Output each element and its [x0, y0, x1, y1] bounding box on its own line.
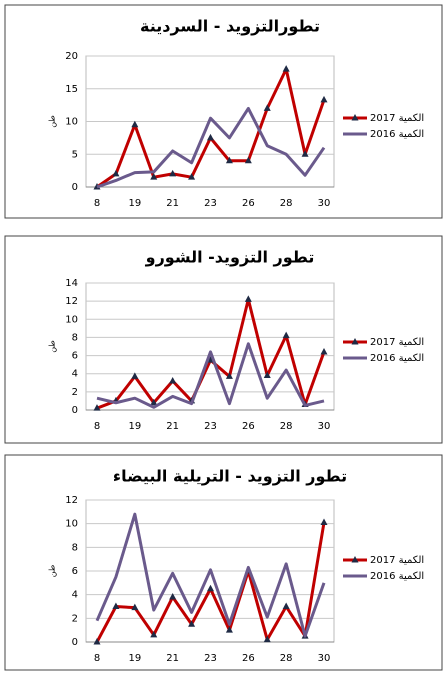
y-tick-label: 0	[72, 637, 78, 648]
legend-marker	[351, 114, 359, 121]
chart-frame	[4, 454, 443, 671]
point-marker	[150, 173, 158, 180]
y-tick-label: 12	[65, 296, 78, 307]
y-tick-label: 10	[65, 117, 78, 128]
point-marker	[225, 372, 233, 379]
x-tick-label: 19	[128, 421, 141, 432]
y-tick-label: 8	[72, 542, 78, 553]
x-tick-label: 30	[318, 653, 331, 664]
x-tick-label: 26	[242, 653, 255, 664]
x-tick-label: 23	[204, 653, 217, 664]
x-tick-label: 21	[166, 653, 179, 664]
point-marker	[188, 620, 196, 627]
point-marker	[150, 630, 158, 638]
y-axis-label: طن	[48, 565, 57, 577]
point-marker	[320, 518, 328, 525]
point-marker	[169, 169, 177, 177]
x-tick-label: 19	[128, 198, 141, 209]
y-tick-label: 15	[65, 84, 78, 95]
legend-label: الكمية 2017	[370, 337, 424, 348]
y-tick-label: 5	[72, 149, 78, 160]
point-marker	[131, 603, 139, 611]
y-tick-label: 14	[65, 278, 78, 289]
point-marker	[282, 602, 290, 609]
y-axis-label: طن	[48, 340, 57, 352]
y-tick-label: 10	[65, 314, 78, 325]
legend-label: الكمية 2016	[370, 129, 424, 140]
y-tick-label: 0	[72, 405, 78, 416]
point-marker	[188, 173, 196, 180]
point-marker	[263, 635, 271, 643]
point-marker	[301, 150, 309, 157]
point-marker	[320, 95, 328, 103]
y-tick-label: 2	[72, 387, 78, 398]
x-tick-label: 23	[204, 198, 217, 209]
chart-title: تطور التزويد - التريلية البيضاء	[113, 467, 347, 486]
y-tick-label: 20	[65, 51, 78, 62]
y-tick-label: 12	[65, 495, 78, 506]
point-marker	[320, 347, 328, 355]
point-marker	[282, 65, 290, 72]
point-marker	[131, 120, 139, 128]
point-marker	[207, 133, 214, 141]
y-tick-label: 8	[72, 332, 78, 343]
x-tick-label: 30	[318, 198, 331, 209]
x-tick-label: 28	[280, 198, 293, 209]
point-marker	[169, 593, 177, 600]
series-line	[95, 512, 326, 638]
legend-marker	[351, 556, 359, 563]
legend-label: الكمية 2017	[370, 555, 424, 566]
legend-label: الكمية 2016	[370, 353, 424, 364]
y-tick-label: 4	[72, 590, 78, 601]
point-marker	[244, 295, 252, 302]
point-marker	[244, 156, 252, 164]
point-marker	[207, 584, 214, 592]
x-tick-label: 8	[94, 653, 100, 664]
x-tick-label: 23	[204, 421, 217, 432]
y-tick-label: 10	[65, 519, 78, 530]
series-line	[96, 106, 326, 189]
point-marker	[263, 371, 271, 379]
point-marker	[112, 169, 120, 177]
y-axis-label: طن	[48, 115, 57, 127]
y-tick-label: 6	[72, 566, 78, 577]
y-tick-label: 2	[72, 613, 78, 624]
y-tick-label: 6	[72, 351, 78, 362]
x-tick-label: 8	[94, 198, 100, 209]
series-line	[96, 342, 325, 409]
x-tick-label: 21	[166, 421, 179, 432]
point-marker	[150, 398, 158, 406]
point-marker	[112, 602, 120, 609]
x-tick-label: 19	[128, 653, 141, 664]
x-tick-label: 21	[166, 198, 179, 209]
point-marker	[93, 638, 101, 645]
chart-title: تطور التزويد- الشورو	[145, 248, 315, 267]
x-tick-label: 28	[280, 653, 293, 664]
y-tick-label: 0	[72, 182, 78, 193]
x-tick-label: 26	[242, 421, 255, 432]
chart-title: تطورالتزويد - السردينة	[140, 17, 320, 36]
point-marker	[225, 156, 233, 164]
point-marker	[93, 404, 101, 411]
y-tick-label: 4	[72, 369, 78, 380]
point-marker	[169, 376, 177, 384]
point-marker	[131, 372, 139, 379]
legend-marker	[351, 338, 359, 345]
chart-frame	[4, 235, 443, 444]
chart-frame	[4, 4, 443, 219]
point-marker	[263, 104, 271, 111]
x-tick-label: 28	[280, 421, 293, 432]
point-marker	[282, 331, 290, 339]
legend-label: الكمية 2016	[370, 571, 424, 582]
x-tick-label: 30	[318, 421, 331, 432]
legend-label: الكمية 2017	[370, 113, 424, 124]
point-marker	[225, 626, 233, 633]
x-tick-label: 8	[94, 421, 100, 432]
x-tick-label: 26	[242, 198, 255, 209]
